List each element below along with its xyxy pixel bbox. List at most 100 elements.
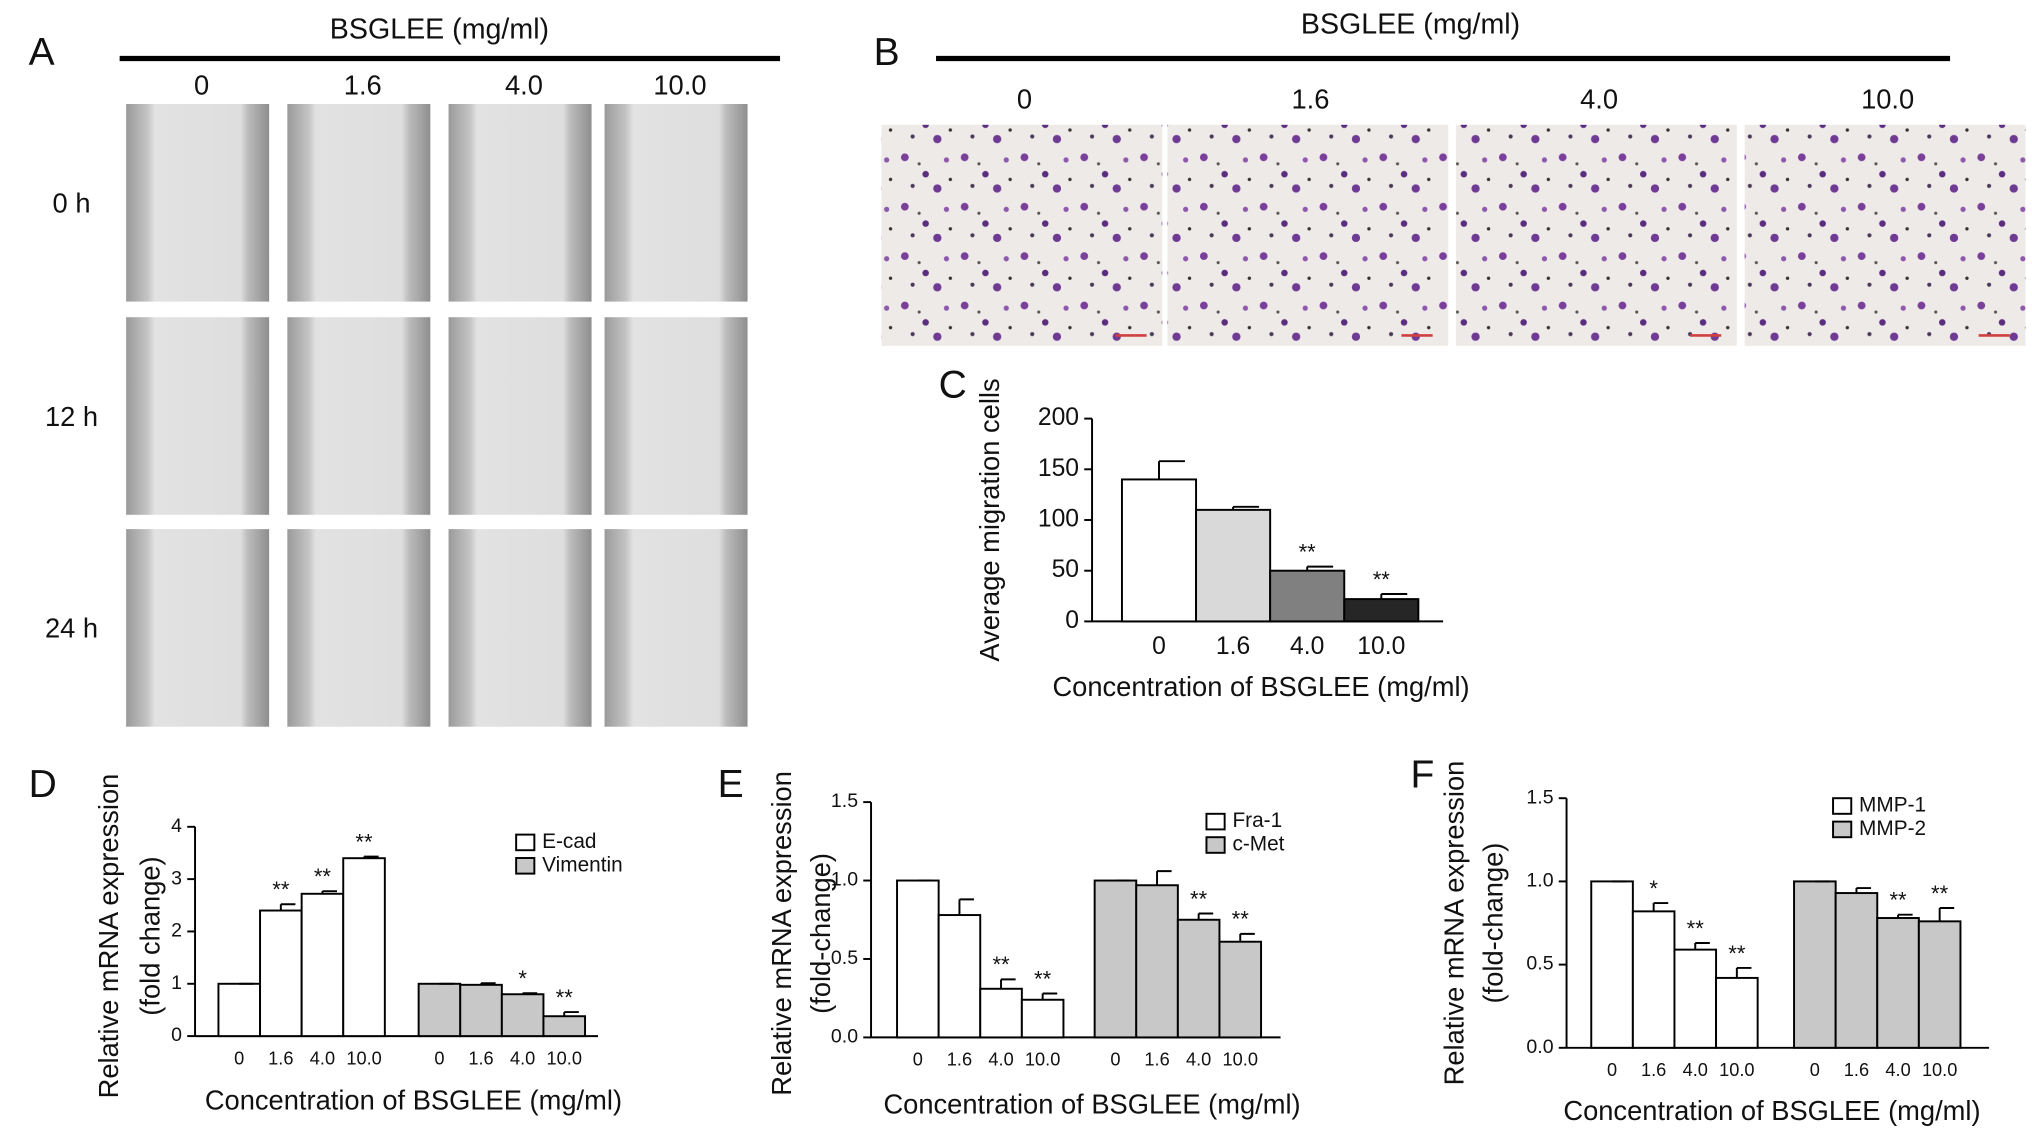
bar xyxy=(300,892,345,1038)
significance: ** xyxy=(992,952,1010,977)
header: BSGLEE (mg/ml) xyxy=(330,14,549,46)
panel-label: E xyxy=(718,763,744,806)
significance: ** xyxy=(1034,966,1052,991)
x-tick-label: 4.0 xyxy=(988,1050,1013,1070)
bar xyxy=(500,993,545,1038)
micrograph xyxy=(604,317,748,515)
bar xyxy=(1093,879,1138,1039)
error-bar xyxy=(1652,902,1669,912)
x-tick-label: 10.0 xyxy=(1357,633,1405,660)
significance: ** xyxy=(1373,567,1391,592)
bar xyxy=(1590,880,1634,1049)
micrograph xyxy=(604,104,748,302)
y-axis-label: Relative mRNA expression xyxy=(93,774,124,1099)
x-axis-label: Concentration of BSGLEE (mg/ml) xyxy=(1052,671,1469,702)
significance: ** xyxy=(556,985,574,1010)
significance: ** xyxy=(1931,881,1949,906)
error-bar xyxy=(1938,907,1955,922)
column-label: 0 xyxy=(194,69,209,100)
error-bar xyxy=(1158,460,1185,480)
x-tick-label: 1.6 xyxy=(947,1050,972,1070)
y-tick-label: 1.5 xyxy=(1526,786,1553,808)
x-tick-label: 1.6 xyxy=(1216,633,1250,660)
x-axis-label: Concentration of BSGLEE (mg/ml) xyxy=(883,1089,1300,1120)
significance: ** xyxy=(1299,539,1317,564)
error-bar xyxy=(1239,932,1255,942)
micrograph xyxy=(126,529,270,727)
significance: ** xyxy=(1687,916,1705,941)
error-bar xyxy=(958,898,975,916)
y-axis-label: Average migration cells xyxy=(974,378,1005,661)
legend-label: MMP-2 xyxy=(1859,817,1926,840)
column-label: 10.0 xyxy=(1861,84,1914,115)
y-tick-label: 1.0 xyxy=(831,869,858,891)
x-tick-label: 10.0 xyxy=(1223,1050,1258,1070)
x-tick-label: 10.0 xyxy=(547,1048,582,1068)
bar xyxy=(937,914,982,1039)
legend-swatch xyxy=(515,857,536,875)
significance: ** xyxy=(1889,888,1907,913)
panel-label: D xyxy=(29,763,57,806)
bar xyxy=(1917,920,1962,1049)
error-bar xyxy=(521,992,538,995)
column-label: 1.6 xyxy=(344,69,382,100)
y-tick-label: 200 xyxy=(1038,404,1079,431)
x-tick-label: 10.0 xyxy=(1025,1050,1060,1070)
y-tick-label: 0 xyxy=(171,1024,182,1046)
error-bar xyxy=(279,903,296,911)
x-tick-label: 4.0 xyxy=(1885,1060,1910,1080)
bar xyxy=(1218,940,1263,1039)
significance: ** xyxy=(1728,941,1746,966)
y-tick-label: 4 xyxy=(171,815,182,837)
error-bar xyxy=(1735,966,1752,978)
x-tick-label: 4.0 xyxy=(310,1048,335,1068)
legend-swatch xyxy=(515,833,536,852)
legend-label: c-Met xyxy=(1232,833,1284,856)
bar xyxy=(1269,569,1346,623)
legend-swatch xyxy=(1205,812,1226,831)
bar xyxy=(896,879,940,1039)
y-tick-label: 0.0 xyxy=(1526,1036,1553,1058)
error-bar xyxy=(1041,992,1058,1000)
micrograph xyxy=(1167,124,1449,346)
micrograph xyxy=(287,529,431,727)
error-bar xyxy=(1694,942,1710,950)
bar xyxy=(217,982,262,1038)
bar xyxy=(1020,998,1065,1039)
error-bar xyxy=(1380,593,1408,600)
x-tick-label: 0 xyxy=(1607,1060,1617,1080)
bar xyxy=(1876,917,1920,1049)
legend-label: Fra-1 xyxy=(1232,809,1282,832)
row-label: 24 h xyxy=(45,613,98,644)
micrograph xyxy=(448,104,592,302)
legend-label: Vimentin xyxy=(542,853,623,876)
error-bar xyxy=(1000,978,1016,989)
y-axis-label: (fold-change) xyxy=(805,853,836,1014)
y-tick-label: 0.5 xyxy=(831,947,858,969)
significance: ** xyxy=(1190,886,1208,911)
micrograph xyxy=(604,529,748,727)
micrograph xyxy=(881,124,1163,346)
y-tick-label: 2 xyxy=(171,920,182,942)
y-tick-label: 100 xyxy=(1038,506,1079,533)
panel-label: A xyxy=(29,31,55,74)
bar xyxy=(1195,508,1272,623)
error-bar xyxy=(1855,887,1872,894)
bar xyxy=(1135,884,1179,1039)
legend-label: E-cad xyxy=(542,830,596,853)
legend-label: MMP-1 xyxy=(1859,794,1926,817)
micrograph xyxy=(1456,124,1737,346)
x-tick-label: 1.6 xyxy=(1641,1060,1666,1080)
y-axis-label: (fold-change) xyxy=(1477,843,1508,1004)
error-bar xyxy=(363,855,379,859)
significance: ** xyxy=(314,864,332,889)
y-axis-label: Relative mRNA expression xyxy=(1438,761,1469,1086)
panel-label: B xyxy=(874,31,900,74)
column-label: 4.0 xyxy=(1580,84,1618,115)
x-tick-label: 0 xyxy=(1110,1050,1120,1070)
y-tick-label: 0.0 xyxy=(831,1026,858,1048)
y-axis-label: (fold change) xyxy=(134,856,165,1015)
error-bar xyxy=(1197,912,1214,920)
micrograph xyxy=(287,317,431,515)
